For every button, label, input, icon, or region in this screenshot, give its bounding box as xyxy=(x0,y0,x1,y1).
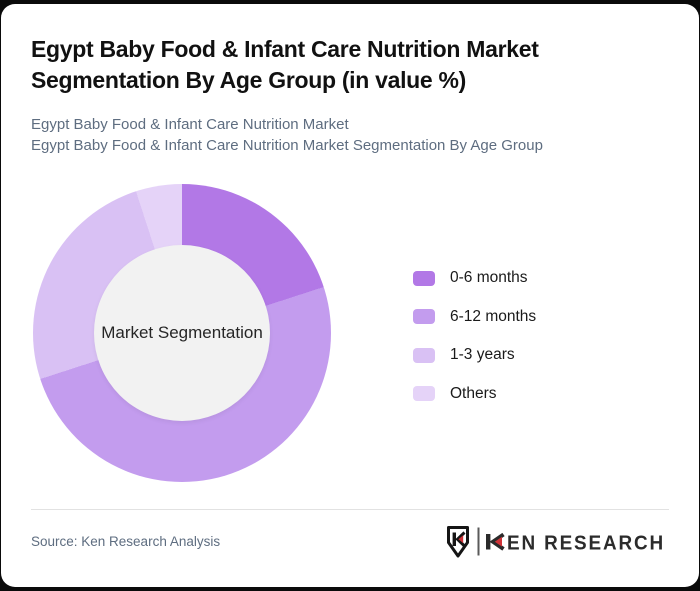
ken-research-logo: EN RESEARCH xyxy=(447,526,665,558)
subtitle-line-2: Egypt Baby Food & Infant Care Nutrition … xyxy=(31,137,543,155)
legend-item-0-6-months: 0-6 months xyxy=(413,267,536,289)
subtitle-line-1: Egypt Baby Food & Infant Care Nutrition … xyxy=(31,116,349,133)
logo-divider xyxy=(477,527,480,556)
donut-center-label: Market Segmentation xyxy=(101,323,263,342)
page-title-line-2: Segmentation By Age Group (in value %) xyxy=(31,67,467,94)
legend-swatch-6-12-months xyxy=(413,309,435,324)
source-note: Source: Ken Research Analysis xyxy=(31,534,221,549)
donut-center: Market Segmentation xyxy=(94,245,270,421)
legend-label-6-12-months: 6-12 months xyxy=(450,307,537,325)
logo-red-triangle xyxy=(494,536,502,547)
chart-subtitles: Egypt Baby Food & Infant Care Nutrition … xyxy=(31,114,651,157)
logo-wordmark: EN RESEARCH xyxy=(507,532,665,555)
page-title: Egypt Baby Food & Infant Care Nutrition … xyxy=(31,34,651,97)
legend-swatch-1-3-years xyxy=(413,347,435,363)
donut-chart: Market Segmentation xyxy=(33,184,331,482)
page-title-line-1: Egypt Baby Food & Infant Care Nutrition … xyxy=(31,36,539,62)
legend-item-6-12-months: 6-12 months xyxy=(413,306,536,328)
legend-label-others: Others xyxy=(450,384,497,402)
legend-label-1-3-years: 1-3 years xyxy=(450,346,515,363)
chart-legend: 0-6 months 6-12 months 1-3 years Others xyxy=(413,267,536,421)
ken-research-shield-icon xyxy=(447,526,469,558)
legend-swatch-0-6-months xyxy=(413,270,435,286)
footer-divider xyxy=(31,509,669,510)
legend-item-1-3-years: 1-3 years xyxy=(413,344,536,366)
legend-label-0-6-months: 0-6 months xyxy=(450,269,528,286)
legend-swatch-others xyxy=(413,386,435,401)
logo-k-glyph xyxy=(486,532,505,551)
legend-item-others: Others xyxy=(413,383,536,405)
shield-red-triangle xyxy=(458,535,464,544)
report-card: Egypt Baby Food & Infant Care Nutrition … xyxy=(1,4,699,587)
